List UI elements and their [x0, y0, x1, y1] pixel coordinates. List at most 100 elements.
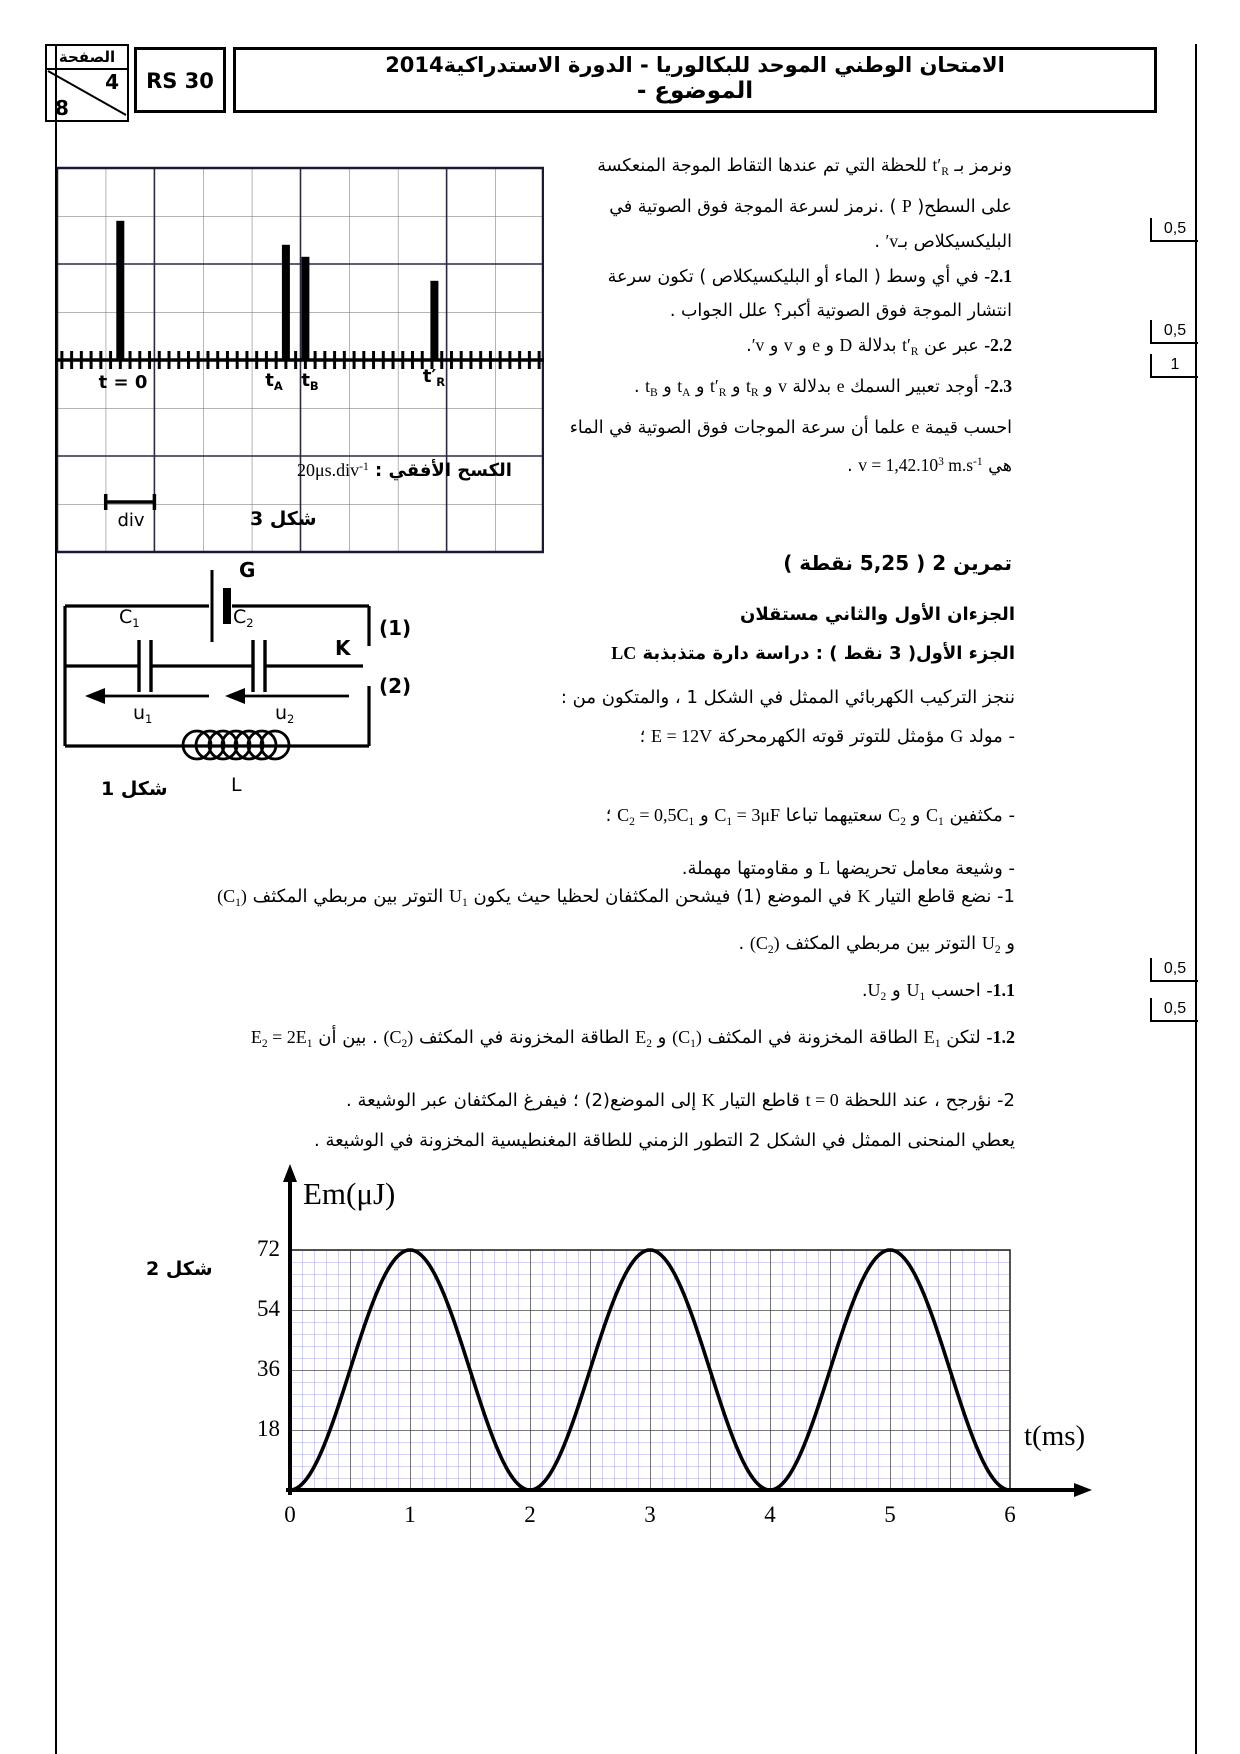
text-segment: 2: [880, 991, 887, 1003]
text-line: 1- نضع قاطع التيار K في الموضع (1) فيشحن…: [70, 876, 1015, 923]
text-segment: - وشيعة معامل تحريضها: [830, 858, 1015, 879]
text-segment: e: [836, 376, 845, 396]
text-segment: التوتر بين مربطي المكثف: [246, 886, 450, 907]
text-segment: L: [819, 858, 831, 878]
text-segment: و: [905, 805, 927, 826]
score-box-4: 0,5: [1150, 958, 1198, 982]
text-segment: )‎: [407, 1027, 414, 1047]
text-segment: C: [714, 805, 727, 825]
figure-1-caption: شكل 1: [101, 778, 168, 800]
text-segment: تمرين 2 ( 5,25 نقطة ): [783, 551, 1012, 575]
diagonal-line: [47, 70, 127, 116]
echo-pulse: [281, 244, 290, 360]
text-line: - مكثفين C1 و C2 سعتيهما تباعا C1 = 3μF …: [470, 796, 1015, 841]
text-segment: B: [650, 387, 658, 399]
text-segment: - مكثفين: [943, 805, 1015, 826]
text-line: احسب قيمة e علما أن سرعة الموجات فوق الص…: [570, 410, 1012, 445]
position-1-label: (1): [379, 616, 412, 640]
page-label: الصفحة: [45, 44, 129, 70]
y-axis-title: Em(μJ): [303, 1176, 396, 1211]
exercise-2-heading: تمرين 2 ( 5,25 نقطة ): [650, 546, 1012, 580]
text-segment: 1: [462, 897, 468, 909]
exam-title-line2: - الموضوع: [636, 78, 754, 104]
exam-title-line1: الامتحان الوطني الموحد للبكالوريا - الدو…: [385, 53, 1005, 77]
text-segment: U: [906, 980, 920, 1000]
text-segment: و: [1000, 933, 1015, 954]
text-segment: ونرمز بـ: [948, 156, 1012, 176]
text-segment: قاطع التيار: [714, 1090, 806, 1111]
text-segment: مؤمثل للتوتر قوته الكهرمحركة: [712, 726, 951, 747]
text-segment: t: [677, 376, 683, 396]
part-1-text: الجزءان الأول والثاني مستقلان الجزء الأول…: [470, 596, 1015, 888]
text-line: على السطح( P ) .نرمز لسرعة الموجة فوق ال…: [598, 189, 1012, 224]
text-segment: U: [867, 980, 881, 1000]
echo-pulse: [430, 280, 439, 360]
score-box-3: 1: [1150, 354, 1198, 378]
text-segment: و: [764, 336, 784, 356]
x-axis-title: t(ms): [1024, 1420, 1086, 1452]
text-line: يعطي المنحنى الممثل في الشكل 2 التطور ال…: [70, 1121, 1015, 1161]
text-segment: و: [758, 377, 779, 397]
text-segment: m.s: [943, 455, 974, 475]
echo-pulse: [116, 220, 125, 360]
text-line: و U2 التوتر بين مربطي المكثف ‎(C2)‎ .: [70, 923, 1015, 970]
text-segment: R: [910, 346, 919, 358]
text-segment: 3: [938, 456, 944, 468]
text-segment: = 2E: [267, 1027, 307, 1047]
text-segment: K: [857, 886, 871, 906]
text-segment: U: [981, 933, 995, 953]
text-segment: 1: [235, 897, 241, 909]
text-segment: احسب قيمة: [919, 418, 1012, 438]
text-line: 2.1- في أي وسط ( الماء أو البليكسيكلاص )…: [598, 259, 1012, 294]
generator-label: G: [239, 558, 256, 582]
x-tick-label: 1: [404, 1502, 416, 1527]
text-segment: 1- نضع قاطع التيار: [870, 886, 1015, 907]
energy-curve: [289, 1248, 1011, 1492]
text-segment: .: [738, 933, 750, 954]
text-segment: الجزءان الأول والثاني مستقلان: [739, 604, 1015, 625]
text-segment: R: [941, 166, 949, 178]
text-segment: K: [701, 1090, 715, 1110]
text-segment: 2- نؤرجح ، عند اللحظة: [838, 1090, 1016, 1111]
capacitor-1-label: C1: [119, 606, 140, 630]
text-segment: 2: [767, 944, 774, 956]
text-line: ننجز التركيب الكهربائي الممثل في الشكل 1…: [470, 679, 1015, 717]
page-number-box: الصفحة 4 8: [45, 44, 129, 122]
major-grid: [290, 1250, 1010, 1490]
text-segment: 1.1-: [986, 980, 1016, 1000]
text-line: الجزءان الأول والثاني مستقلان: [470, 596, 1015, 634]
x-tick-label: 4: [764, 1502, 776, 1527]
y-tick-label: 36: [257, 1356, 280, 1381]
voltage-u2-label: u2: [275, 702, 295, 726]
text-segment: 1: [306, 1038, 313, 1050]
text-segment: 2.2-: [984, 335, 1012, 355]
text-segment: e: [911, 417, 920, 437]
text-segment: للحظة التي تم عندها التقاط الموجة المنعك…: [597, 156, 933, 176]
text-segment: .: [861, 980, 868, 1001]
text-segment: على السطح(: [911, 197, 1012, 217]
page-right-border: [1195, 44, 1197, 1754]
text-segment: .: [633, 377, 646, 397]
text-segment: هي: [982, 456, 1012, 476]
text-segment: C: [888, 805, 901, 825]
inductor-symbol: [181, 729, 291, 761]
text-segment: .: [847, 456, 859, 476]
text-segment: = 3μF: [732, 805, 780, 825]
text-segment: علما أن سرعة الموجات فوق الصوتية في الما…: [569, 418, 912, 438]
text-segment: ‎(C: [383, 1027, 402, 1047]
text-segment: في أي وسط ( الماء أو البليكسيكلاص ) تكون…: [607, 267, 985, 287]
wave-questions-text: ونرمز بـ t′R للحظة التي تم عندها التقاط …: [570, 148, 1012, 483]
text-segment: الجزء الأول( 3 نقط ) : دراسة دارة متذبذب…: [636, 643, 1015, 664]
text-segment: D: [839, 335, 853, 355]
div-bracket: [103, 494, 157, 510]
figure-3-caption: شكل 3: [250, 508, 317, 530]
text-segment: t: [645, 376, 650, 396]
text-segment: t = 0: [805, 1090, 839, 1110]
text-segment: v: [778, 376, 787, 396]
text-segment: سعتيهما تباعا: [779, 805, 889, 826]
text-segment: . بين أن: [312, 1027, 384, 1048]
text-segment: t′: [932, 155, 942, 175]
text-segment: - مولد: [963, 726, 1015, 747]
text-segment: 2.3-: [984, 376, 1012, 396]
text-segment: t′: [902, 335, 911, 355]
